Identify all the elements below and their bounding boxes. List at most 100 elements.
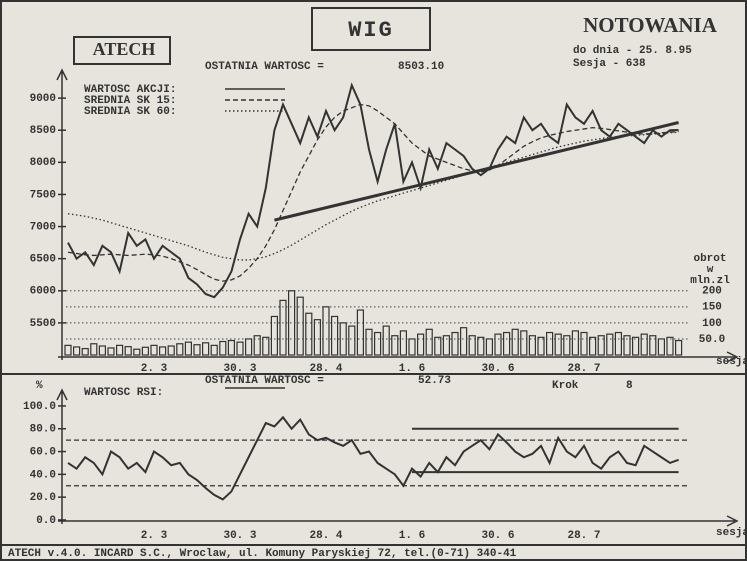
volume-bar (520, 330, 528, 356)
y-tick-label: 6500 (30, 254, 56, 266)
volume-bar (210, 344, 218, 356)
volume-bar (588, 336, 597, 356)
y-tick-label: 40.0 (30, 469, 56, 481)
volume-bar (391, 335, 399, 356)
x-tick-label: 28. 7 (567, 363, 600, 375)
volume-bar (227, 339, 235, 356)
title-box (311, 7, 431, 51)
volume-bar (399, 330, 407, 356)
axes (56, 68, 739, 527)
x-tick-label: 2. 3 (141, 363, 168, 375)
volume-bar (417, 333, 425, 356)
volume-bar (451, 331, 459, 356)
volume-bar (356, 309, 364, 356)
volume-bar (107, 347, 115, 356)
footer: ATECH v.4.0. INCARD S.C., Wroclaw, ul. K… (8, 548, 517, 560)
volume-bar (133, 348, 141, 356)
y-tick-label: 80.0 (30, 424, 56, 436)
volume-bar (554, 333, 562, 356)
volume-bar (64, 344, 72, 356)
volume-bar (296, 296, 304, 356)
volume-bar (649, 335, 657, 356)
volume-bar (468, 335, 476, 356)
volume-bar (245, 338, 253, 356)
y-tick-label: 8500 (30, 125, 56, 137)
volume-bar (382, 325, 390, 356)
series-line (67, 103, 679, 282)
volume-bar (571, 330, 580, 356)
volume-bar (528, 335, 537, 356)
x-axis-label: sesja (716, 356, 747, 368)
y-tick-label: 5500 (30, 318, 56, 330)
legend-label: WARTOSC AKCJI: (84, 84, 176, 96)
y-tick-label: 8000 (30, 157, 56, 169)
volume-bar (313, 319, 321, 356)
series-line (67, 131, 679, 261)
y2-tick-label: 100 (702, 318, 722, 330)
y-tick-label: 7000 (30, 221, 56, 233)
volume-bar (365, 328, 373, 356)
y-tick-label: 0.0 (36, 515, 56, 527)
legend-label: SREDNIA SK 15: (84, 95, 176, 107)
volume-bar (563, 335, 571, 356)
y-tick-label: 6000 (30, 286, 56, 298)
legend-label: WARTOSC RSI: (84, 387, 163, 399)
volume-bar (176, 343, 184, 356)
volume-bar (477, 336, 485, 356)
y-tick-label: 60.0 (30, 446, 56, 458)
axis (56, 388, 739, 527)
session-label: Sesja - 638 (573, 58, 646, 70)
volume-bar (262, 336, 270, 356)
logo-box (73, 36, 171, 65)
legend-label: SREDNIA SK 60: (84, 106, 176, 118)
volume-bar (279, 299, 287, 356)
volume-bar (348, 325, 356, 356)
volume-bar (631, 336, 640, 356)
volume-bar (623, 335, 631, 356)
volume-bar (614, 331, 623, 356)
volume-bar (460, 327, 468, 356)
step-label: Krok (552, 380, 579, 392)
last-value: 8503.10 (398, 61, 444, 73)
last-label: OSTATNIA WARTOSC = (205, 61, 324, 73)
volume-bar (640, 333, 648, 356)
volume-bar (124, 346, 132, 356)
volume-bar (331, 315, 339, 356)
volume-bar (485, 338, 493, 356)
x-tick-label: 28. 7 (567, 530, 600, 542)
volume-bar (339, 322, 347, 356)
volume-bar (159, 346, 167, 356)
x-tick-label: 28. 4 (309, 530, 342, 542)
x-tick-label: 30. 3 (223, 363, 256, 375)
series-line (67, 415, 679, 501)
volume-bar (442, 335, 450, 356)
volume-bar (236, 341, 244, 356)
volume-bar (511, 328, 519, 356)
step-value: 8 (626, 380, 633, 392)
y-tick-label: 9000 (30, 93, 56, 105)
volume-bar (408, 338, 416, 356)
date-label: do dnia - 25. 8.95 (573, 45, 692, 57)
volume-bar (270, 315, 278, 356)
logo: ATECH (93, 39, 156, 59)
volume-bar (606, 333, 614, 356)
volume-bar (184, 341, 192, 356)
y-tick-label: 7500 (30, 189, 56, 201)
x-tick-label: 1. 6 (399, 363, 425, 375)
last-label: OSTATNIA WARTOSC = (205, 375, 324, 387)
volume-bar (657, 338, 666, 356)
volume-bar (72, 346, 81, 356)
volume-bar (494, 333, 502, 356)
y2-tick-label: 200 (702, 286, 722, 298)
volume-bar (219, 340, 227, 356)
volume-bar (81, 347, 89, 356)
volume-bar (425, 328, 433, 356)
volume-bar (150, 344, 158, 356)
y2-axis-label: obrot (693, 253, 726, 265)
volume-bar (674, 339, 683, 356)
volume-bar (537, 336, 545, 356)
volume-bar (288, 290, 296, 356)
y2-axis-label: mln.zl (690, 275, 730, 287)
